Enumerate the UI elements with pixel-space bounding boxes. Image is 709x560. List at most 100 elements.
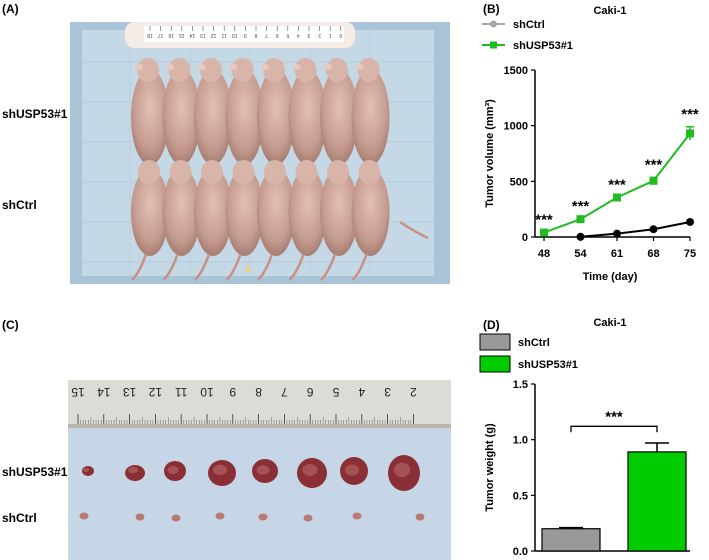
data-point-1: [686, 129, 694, 138]
ruler-c-mark: 11: [175, 385, 188, 399]
mouse-tail: [351, 253, 368, 281]
tumor-highlight: [167, 466, 179, 474]
ruler-a-mark: 9: [244, 32, 247, 38]
y-axis-label: Tumor weight (g): [484, 423, 496, 512]
mouse-tail: [194, 253, 211, 281]
mouse-head: [295, 160, 318, 184]
mouse-tail: [131, 253, 148, 281]
tumor-highlight: [256, 465, 270, 475]
legend-marker-0: [490, 20, 497, 28]
chart-b-title: Caki-1: [593, 5, 626, 17]
data-point-0: [613, 229, 621, 238]
y-tick-label: 0.0: [513, 546, 528, 558]
y-tick-label: 1000: [504, 121, 528, 133]
mouse-shusp53: [257, 69, 295, 165]
tumors-photo: 15 14 13 12 11 10 9 8 7 6 5 4 3 2: [68, 380, 451, 560]
mouse-ear: [166, 64, 175, 70]
ruler-c-mark: 14: [97, 385, 111, 399]
ruler-a-mark: 15: [179, 32, 185, 38]
significance-label: ***: [681, 106, 699, 123]
x-tick-label: 75: [684, 248, 696, 260]
ruler-a-mark: 14: [189, 32, 195, 38]
mouse-shusp53: [320, 69, 358, 165]
ruler-c-mark: 5: [332, 385, 339, 399]
data-point-1: [576, 215, 585, 224]
ruler-c-mark: 7: [281, 385, 288, 399]
data-point-1: [649, 176, 658, 185]
ruler-c-mark: 2: [410, 385, 417, 399]
significance-label: ***: [645, 156, 663, 173]
tumor-shctrl: [215, 512, 225, 520]
mouse-head: [137, 58, 159, 82]
mouse-shusp53: [351, 69, 390, 165]
ruler-a-ticks: 18 17 16 15 14 13 12 11 10 9 8 7 6 5 4 3 2 1 0: [147, 26, 342, 38]
tumor-highlight: [83, 468, 89, 472]
y-tick-label: 1500: [504, 65, 528, 77]
y-tick-label: 500: [510, 176, 528, 188]
ruler-a-mark: 1: [329, 32, 332, 38]
x-axis-label: Time (day): [583, 271, 638, 283]
ruler-c-mark: 13: [123, 385, 137, 399]
legend-label-1: shUSP53#1: [513, 40, 573, 52]
panel-c-group-label-shusp53: shUSP53#1: [2, 465, 68, 479]
data-point-1: [613, 193, 621, 202]
x-tick-label: 48: [538, 248, 550, 260]
legend-swatch-1: [479, 355, 511, 373]
ruler-c-mark: 15: [71, 385, 85, 399]
tumor-highlight: [394, 462, 410, 478]
significance-bracket: [570, 425, 658, 433]
mouse-ear: [229, 64, 238, 70]
panel-c-group-label-shctrl: shCtrl: [2, 511, 37, 525]
tumor-shctrl: [135, 513, 145, 521]
tumor-weight-chart: Caki-1 shCtrl shUSP53#1 0.0 0.5 1.0 1.5 Tumor w…: [479, 317, 690, 558]
mice-row-shusp53: [131, 58, 390, 165]
mouse-head: [326, 58, 348, 82]
ruler-c-ticks: 15 14 13 12 11 10 9 8 7 6 5 4 3 2: [71, 385, 417, 424]
panel-label-b: (B): [483, 2, 500, 16]
mouse-shusp53: [194, 69, 232, 165]
mouse-shusp53: [288, 69, 327, 165]
tumors-photo-drawing: 15 14 13 12 11 10 9 8 7 6 5 4 3 2: [68, 380, 451, 560]
mouse-tail: [162, 253, 179, 281]
mouse-head: [294, 58, 317, 82]
tumor-shctrl: [171, 514, 181, 522]
data-point-0: [576, 232, 585, 241]
legend-label-0: shCtrl: [513, 19, 545, 31]
tumor-shctrl: [415, 513, 425, 521]
mouse-head: [201, 160, 223, 184]
tumors-row-shusp53: [82, 455, 420, 491]
mouse-head: [232, 160, 255, 184]
tumor-highlight: [302, 464, 318, 476]
mouse-shctrl: [225, 168, 264, 256]
mouse-tail: [320, 253, 337, 281]
mouse-ear: [135, 64, 143, 70]
ruler-c-mark: 3: [384, 385, 391, 399]
mice-row-shctrl: [131, 160, 429, 281]
y-tick-label: 1.5: [513, 379, 528, 391]
significance-label: ***: [535, 212, 553, 229]
ruler-a-mark: 12: [211, 32, 217, 38]
ruler-a-mark: 11: [221, 32, 226, 38]
mouse-head: [138, 160, 160, 184]
y-tick-label: 0.5: [513, 490, 528, 502]
mouse-ear: [292, 64, 301, 70]
tumors-row-shctrl: [79, 512, 425, 522]
ruler-a-mark: 6: [276, 32, 279, 38]
mouse-ear: [355, 64, 364, 70]
mouse-shusp53: [225, 69, 264, 165]
data-point-0: [649, 225, 658, 234]
mouse-shctrl: [131, 168, 169, 256]
mouse-tail: [288, 253, 305, 281]
mouse-ear: [261, 64, 269, 70]
series-line-0: [580, 220, 691, 238]
tumor-highlight: [345, 464, 359, 476]
significance-label: ***: [572, 198, 590, 215]
legend-label-0: shCtrl: [518, 337, 550, 349]
ruler-a-mark: 8: [254, 32, 257, 38]
mouse-head: [327, 160, 349, 184]
tumor-shctrl: [352, 512, 362, 520]
ruler-c-mark: 9: [229, 385, 236, 399]
mice-photo: 18 17 16 15 14 13 12 11 10 9 8 7 6 5 4 3 2 1 0: [70, 22, 450, 284]
mouse-head: [264, 160, 286, 184]
bar-1: [627, 451, 687, 552]
